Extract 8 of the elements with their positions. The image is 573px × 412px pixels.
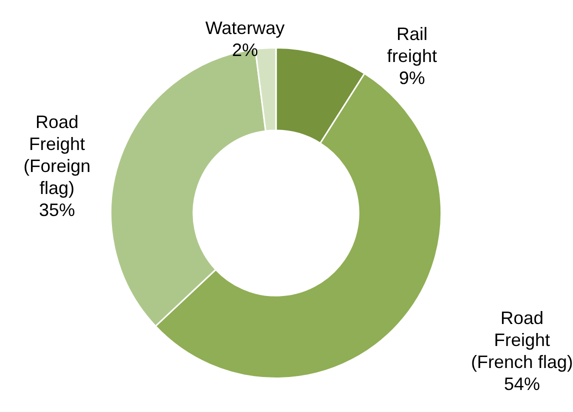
data-label: 9% [398,68,426,88]
data-label: 2% [232,40,258,60]
data-label: 54% [504,374,540,394]
slice-label: Rail freight [386,24,438,66]
slice-label: Road Freight (French flag) [470,308,573,372]
slice-label: Waterway [205,18,285,38]
slice-label: Road Freight (Foreign flag) [23,112,91,198]
data-label: 35% [38,200,76,220]
